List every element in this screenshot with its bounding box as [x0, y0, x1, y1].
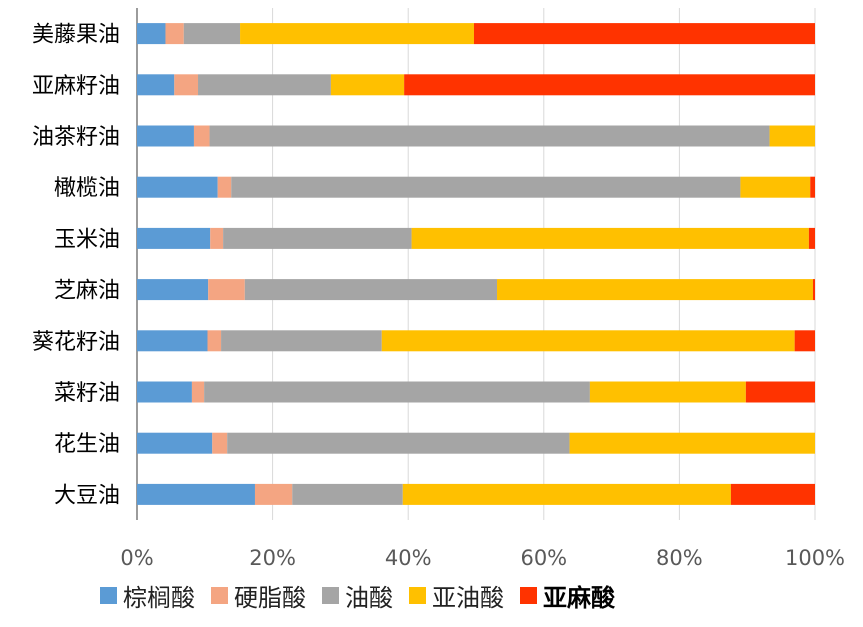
- bar-segment: [810, 176, 815, 198]
- bar-segment: [198, 74, 331, 96]
- bar-segment: [497, 279, 813, 301]
- legend-swatch: [322, 587, 339, 604]
- bar-segment: [204, 381, 590, 403]
- bar-segment: [208, 279, 245, 301]
- x-tick-label: 80%: [656, 546, 703, 570]
- legend-item: 硬脂酸: [211, 578, 306, 613]
- bar-row: [137, 483, 815, 505]
- bar-row: [137, 330, 815, 352]
- bar-segment: [730, 483, 815, 505]
- bar-row: [137, 432, 815, 454]
- bar-segment: [244, 279, 498, 301]
- bar-segment: [240, 23, 474, 45]
- bar-segment: [217, 176, 232, 198]
- bar-segment: [231, 176, 741, 198]
- bar-segment: [210, 227, 224, 249]
- bar-segment: [808, 227, 815, 249]
- category-label: 油茶籽油: [32, 125, 120, 150]
- bar-segment: [191, 381, 205, 403]
- bar-row: [137, 23, 815, 45]
- bar-segment: [137, 483, 255, 505]
- bar-segment: [227, 432, 570, 454]
- legend-swatch: [520, 587, 537, 604]
- bar-segment: [292, 483, 403, 505]
- x-tick-labels: 0% 20% 40% 60% 80% 100%: [120, 546, 845, 570]
- legend-label: 硬脂酸: [234, 584, 306, 612]
- bar-segment: [209, 125, 770, 147]
- category-label: 芝麻油: [54, 279, 120, 304]
- bar-segment: [589, 381, 746, 403]
- bar-segment: [404, 74, 815, 96]
- legend-item: 亚油酸: [409, 578, 504, 613]
- bar-row: [137, 279, 815, 301]
- bar-segment: [745, 381, 815, 403]
- category-label: 亚麻籽油: [32, 74, 120, 99]
- bar-segment: [473, 23, 815, 45]
- bar-segment: [740, 176, 811, 198]
- bar-row: [137, 125, 815, 147]
- bar-segment: [193, 125, 210, 147]
- bar-segment: [330, 74, 405, 96]
- legend-label: 棕榈酸: [123, 584, 195, 612]
- legend-label: 亚麻酸: [543, 584, 615, 612]
- bar-segment: [137, 176, 218, 198]
- bar-segment: [402, 483, 731, 505]
- category-label: 葵花籽油: [32, 330, 120, 355]
- legend: 棕榈酸 硬脂酸 油酸 亚油酸 亚麻酸: [100, 578, 631, 613]
- x-tick-label: 40%: [385, 546, 432, 570]
- bar-segment: [137, 227, 211, 249]
- bar-segment: [223, 227, 412, 249]
- category-label: 美藤果油: [32, 23, 120, 48]
- bar-segment: [254, 483, 293, 505]
- bar-segment: [137, 432, 213, 454]
- x-tick-label: 20%: [249, 546, 296, 570]
- x-tick-label: 0%: [120, 546, 153, 570]
- x-tick-label: 60%: [520, 546, 567, 570]
- bar-row: [137, 176, 815, 198]
- x-tick-label: 100%: [785, 546, 845, 570]
- bar-segment: [207, 330, 222, 352]
- bars: [137, 23, 815, 505]
- legend-swatch: [100, 587, 117, 604]
- bar-segment: [381, 330, 795, 352]
- bar-segment: [137, 74, 175, 96]
- legend-item: 棕榈酸: [100, 578, 195, 613]
- category-label: 菜籽油: [54, 381, 120, 406]
- legend-swatch: [409, 587, 426, 604]
- bar-segment: [812, 279, 815, 301]
- legend-swatch: [211, 587, 228, 604]
- bar-segment: [137, 279, 209, 301]
- bar-segment: [183, 23, 241, 45]
- bar-row: [137, 381, 815, 403]
- bar-segment: [569, 432, 815, 454]
- bar-segment: [794, 330, 815, 352]
- bar-segment: [769, 125, 815, 147]
- bar-row: [137, 74, 815, 96]
- bar-row: [137, 227, 815, 249]
- legend-label: 油酸: [345, 584, 393, 612]
- bar-segment: [174, 74, 199, 96]
- bar-segment: [137, 23, 166, 45]
- category-label: 橄榄油: [54, 176, 120, 201]
- category-label: 花生油: [54, 432, 120, 457]
- bar-segment: [137, 381, 192, 403]
- category-label: 大豆油: [54, 483, 120, 508]
- legend-label: 亚油酸: [432, 584, 504, 612]
- legend-item: 亚麻酸: [520, 578, 615, 613]
- bar-segment: [212, 432, 228, 454]
- bar-segment: [137, 125, 194, 147]
- bar-segment: [221, 330, 382, 352]
- legend-item: 油酸: [322, 578, 393, 613]
- category-label: 玉米油: [54, 227, 120, 252]
- bar-segment: [411, 227, 809, 249]
- bar-segment: [137, 330, 208, 352]
- bar-segment: [165, 23, 184, 45]
